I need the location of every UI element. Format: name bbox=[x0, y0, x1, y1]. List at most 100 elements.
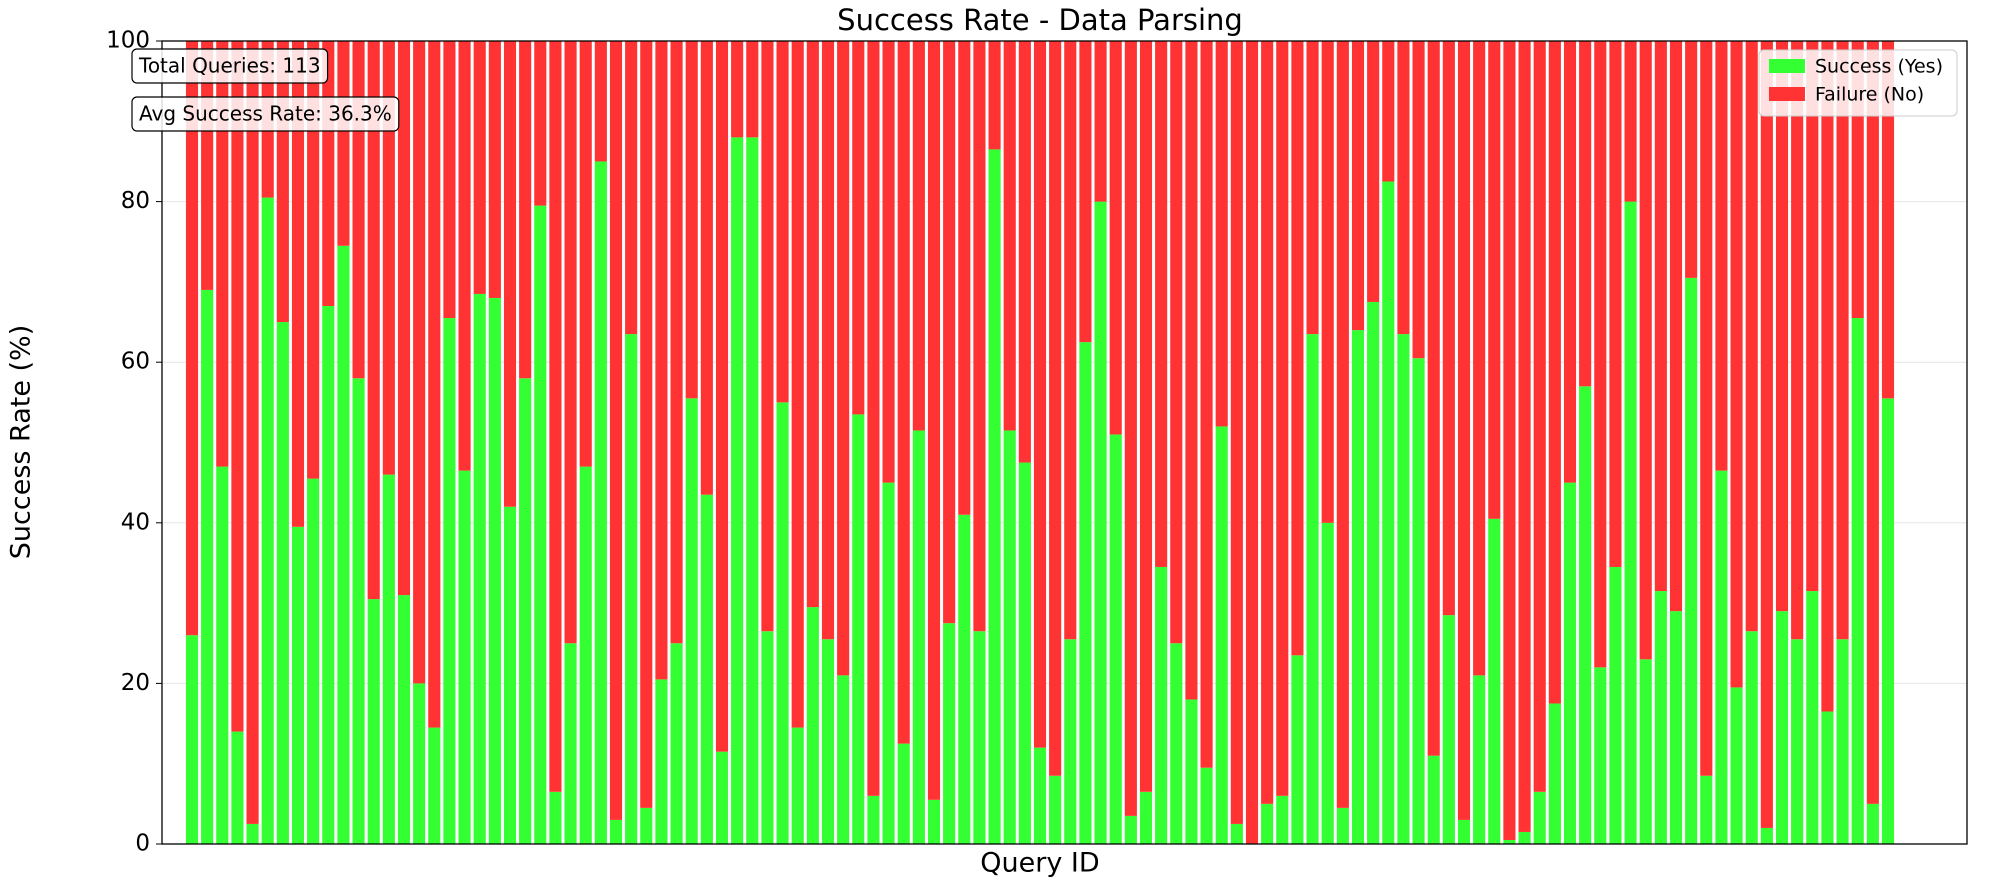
bar-segment bbox=[458, 470, 471, 844]
bar-segment bbox=[1049, 41, 1062, 776]
bar-segment bbox=[1866, 803, 1879, 844]
bar-segment bbox=[307, 478, 320, 844]
bar-segment bbox=[1049, 775, 1062, 844]
bar-segment bbox=[337, 41, 350, 246]
bar-segment bbox=[1321, 522, 1334, 844]
bar-segment bbox=[1473, 675, 1486, 844]
bar-segment bbox=[1018, 41, 1031, 463]
bar-segment bbox=[382, 474, 395, 844]
legend-label: Success (Yes) bbox=[1815, 56, 1943, 78]
bar-segment bbox=[1306, 334, 1319, 844]
bar-segment bbox=[776, 402, 789, 844]
bar-segment bbox=[185, 635, 199, 844]
bar-segment bbox=[579, 41, 592, 467]
bar-segment bbox=[1276, 41, 1289, 796]
bar-segment bbox=[201, 289, 214, 844]
bar-segment bbox=[1367, 41, 1380, 302]
bar-segment bbox=[1367, 301, 1380, 845]
bar-segment bbox=[1639, 659, 1652, 844]
bar-segment bbox=[640, 807, 653, 844]
bar-segment bbox=[1791, 639, 1804, 844]
bar-segment bbox=[1170, 643, 1183, 844]
bar-segment bbox=[1730, 687, 1743, 844]
bar-segment bbox=[443, 41, 456, 319]
bar-segment bbox=[473, 41, 486, 294]
bar-segment bbox=[867, 795, 880, 844]
bar-segment bbox=[715, 751, 729, 844]
bar-segment bbox=[1579, 386, 1592, 844]
bar-segment bbox=[943, 41, 956, 624]
bar-segment bbox=[912, 430, 925, 844]
bar-segment bbox=[806, 607, 819, 844]
y-tick-label: 60 bbox=[121, 349, 150, 375]
bar-segment bbox=[367, 599, 380, 844]
bar-segment bbox=[413, 41, 426, 684]
bar-segment bbox=[1821, 41, 1834, 712]
bar-segment bbox=[1503, 839, 1516, 844]
legend-swatch bbox=[1768, 87, 1805, 101]
legend-swatch bbox=[1768, 59, 1805, 73]
y-tick-label: 80 bbox=[121, 188, 150, 214]
bar-segment bbox=[1291, 41, 1304, 656]
bar-segment bbox=[1230, 823, 1243, 844]
bar-segment bbox=[1745, 41, 1758, 632]
bar-segment bbox=[1003, 430, 1016, 844]
bar-segment bbox=[1170, 41, 1183, 644]
bar-segment bbox=[1624, 41, 1637, 202]
y-axis-label: Success Rate (%) bbox=[6, 325, 37, 559]
bar-segment bbox=[1836, 41, 1849, 640]
bar-segment bbox=[1155, 41, 1168, 567]
bar-segment bbox=[534, 205, 547, 845]
bar-segment bbox=[1518, 41, 1531, 832]
annotation-box bbox=[131, 96, 400, 132]
legend-label: Failure (No) bbox=[1815, 84, 1924, 106]
bar-segment bbox=[1791, 41, 1804, 640]
bar-segment bbox=[1851, 318, 1864, 844]
bar-segment bbox=[1321, 41, 1334, 523]
bar-segment bbox=[655, 679, 668, 844]
bar-segment bbox=[958, 41, 971, 515]
bar-segment bbox=[1685, 277, 1698, 844]
bar-segment bbox=[549, 791, 562, 844]
bar-segment bbox=[428, 41, 441, 728]
bar-segment bbox=[291, 41, 305, 527]
plot-frame bbox=[161, 40, 1968, 845]
bar-segment bbox=[519, 41, 532, 379]
bar-segment bbox=[988, 149, 1001, 844]
bar-segment bbox=[1079, 41, 1092, 343]
bar-segment bbox=[1397, 41, 1410, 335]
bar-segment bbox=[1351, 41, 1365, 331]
bar-segment bbox=[776, 41, 789, 403]
bar-segment bbox=[685, 41, 698, 399]
bar-segment bbox=[1806, 591, 1819, 844]
bar-segment bbox=[821, 41, 835, 640]
bar-segment bbox=[216, 41, 229, 467]
bar-segment bbox=[700, 41, 713, 495]
bar-segment bbox=[276, 322, 289, 844]
bar-segment bbox=[837, 675, 850, 844]
bar-segment bbox=[821, 639, 835, 844]
bar-segment bbox=[746, 137, 759, 845]
bar-segment bbox=[473, 293, 486, 844]
bar-segment bbox=[1594, 667, 1607, 844]
bar-segment bbox=[1442, 615, 1455, 844]
bar-segment bbox=[1230, 41, 1243, 824]
bar-segment bbox=[413, 683, 426, 844]
bar-segment bbox=[307, 41, 320, 479]
bar-segment bbox=[1033, 747, 1047, 844]
annotation-text: Total Queries: 113 bbox=[138, 54, 321, 78]
bar-segment bbox=[1412, 41, 1425, 359]
bar-segment bbox=[1124, 41, 1137, 816]
bar-segment bbox=[988, 41, 1001, 150]
bar-segment bbox=[927, 41, 941, 800]
bar-segment bbox=[609, 41, 623, 820]
bar-segment bbox=[1533, 791, 1546, 844]
bar-segment bbox=[1669, 611, 1683, 844]
bar-segment bbox=[519, 378, 532, 844]
bar-segment bbox=[1700, 775, 1713, 844]
bar-segment bbox=[1382, 41, 1395, 182]
bar-segment bbox=[837, 41, 850, 676]
bar-segment bbox=[1306, 41, 1319, 335]
bar-segment bbox=[352, 378, 365, 844]
